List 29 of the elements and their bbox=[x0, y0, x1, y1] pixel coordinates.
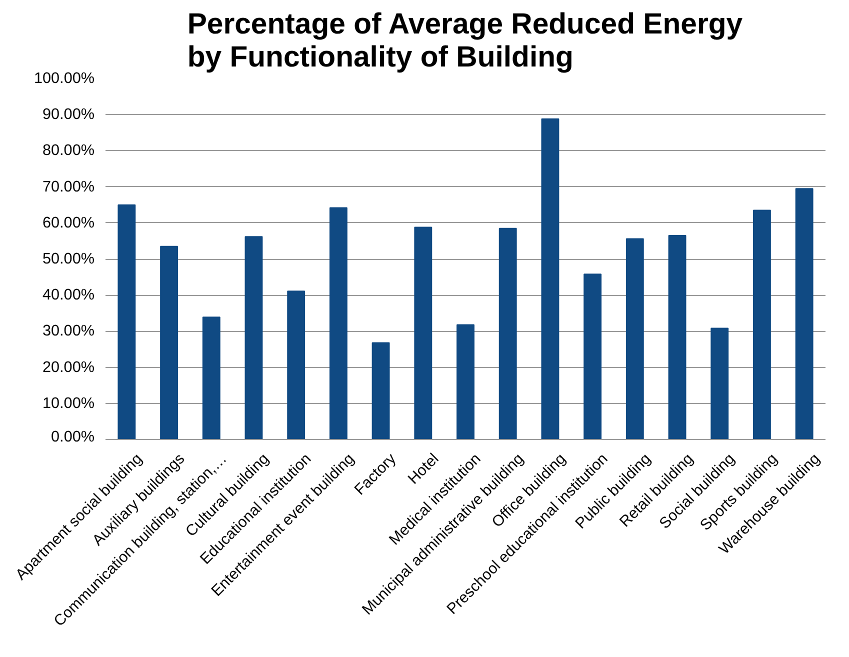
bar bbox=[160, 246, 178, 440]
chart-title: Percentage of Average Reduced Energy by Functionality of Building bbox=[187, 8, 744, 74]
bar bbox=[795, 188, 814, 440]
y-tick-label: 20.00% bbox=[42, 358, 95, 376]
y-tick-label: 80.00% bbox=[42, 142, 95, 160]
bar bbox=[541, 118, 560, 440]
y-tick-label: 50.00% bbox=[42, 250, 95, 268]
y-tick-label: 100.00% bbox=[34, 70, 95, 87]
bar bbox=[118, 204, 136, 440]
y-tick-label: 70.00% bbox=[42, 178, 95, 196]
bar bbox=[753, 210, 771, 440]
bar bbox=[202, 316, 220, 440]
bar bbox=[668, 235, 686, 440]
y-tick-label: 90.00% bbox=[42, 106, 95, 124]
bar bbox=[287, 290, 306, 440]
bar bbox=[710, 328, 729, 440]
y-tick-label: 40.00% bbox=[42, 286, 95, 304]
bar bbox=[498, 228, 517, 440]
bar bbox=[626, 238, 644, 440]
bar bbox=[584, 274, 602, 440]
y-tick-label: 60.00% bbox=[42, 214, 95, 232]
y-tick-label: 30.00% bbox=[42, 322, 95, 340]
bar bbox=[329, 207, 348, 440]
y-tick-label: 0.00% bbox=[51, 428, 95, 446]
bar bbox=[456, 324, 474, 440]
y-tick-label: 10.00% bbox=[42, 394, 95, 412]
bar bbox=[372, 342, 390, 440]
bar bbox=[414, 226, 432, 440]
bar bbox=[244, 236, 263, 440]
